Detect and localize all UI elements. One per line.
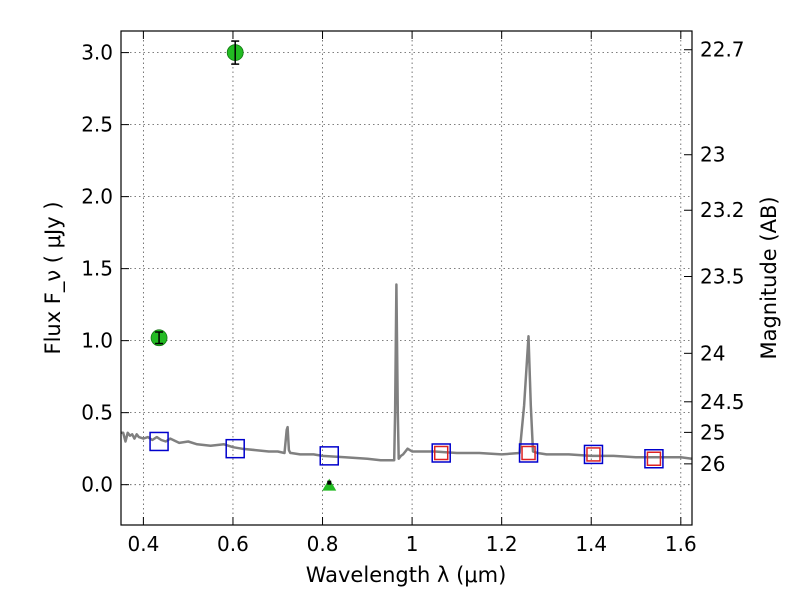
y-tick-label: 1.0 [81,329,113,353]
photometry-square-marker [586,447,601,462]
photometry-square-marker [433,445,449,461]
x-tick-label: 1.4 [575,532,607,556]
model-square-marker [518,443,539,463]
photometry-square-marker [521,445,536,461]
y2-tick-label: 23.2 [700,198,745,222]
y-tick-label: 3.0 [81,41,113,65]
y2-tick-label: 24 [700,341,725,365]
y-tick-label: 2.0 [81,185,113,209]
y2-tick-label: 24.5 [700,390,745,414]
model-square-marker [319,446,339,466]
x-axis-label: Wavelength λ (μm) [306,563,507,587]
y-tick-label: 0.0 [81,473,113,497]
y-tick-label: 1.5 [81,257,113,281]
y2-tick-label: 22.7 [700,38,745,62]
model-square-marker [644,448,664,469]
y2-tick-label: 26 [700,452,725,476]
labels-layer: 0.4 0.6 0.8 1 1.2 1.4 1.6 0.0 0.5 1.0 1.5 2.0 2.5 3.0… [81,38,744,556]
y2-axis-label: Magnitude (AB) [757,196,781,359]
x-tick-label: 1.2 [486,532,518,556]
y-tick-label: 0.5 [81,401,113,425]
photometry-square-marker [646,451,662,466]
y2-tick-label: 23 [700,143,725,167]
y2-tick-label: 25 [700,420,725,444]
grid-layer [121,31,692,525]
x-tick-label: 1 [406,532,419,556]
x-tick-label: 0.4 [127,532,159,556]
model-square-marker [431,443,451,463]
ticks-layer [121,31,692,525]
upper-limit-dot [327,480,332,485]
model-square-marker [149,431,169,452]
model-square-marker [225,438,245,459]
plot-area [121,40,693,491]
model-square-marker [583,444,604,465]
x-tick-label: 0.8 [307,532,339,556]
x-tick-label: 0.6 [217,532,249,556]
y-axis-label: Flux F_ν ( μJy ) [41,201,66,354]
plot-frame [120,30,693,526]
y2-tick-label: 23.5 [700,264,745,288]
y-tick-label: 2.5 [81,113,113,137]
spectrum-line [121,283,693,462]
x-tick-label: 1.6 [665,532,697,556]
